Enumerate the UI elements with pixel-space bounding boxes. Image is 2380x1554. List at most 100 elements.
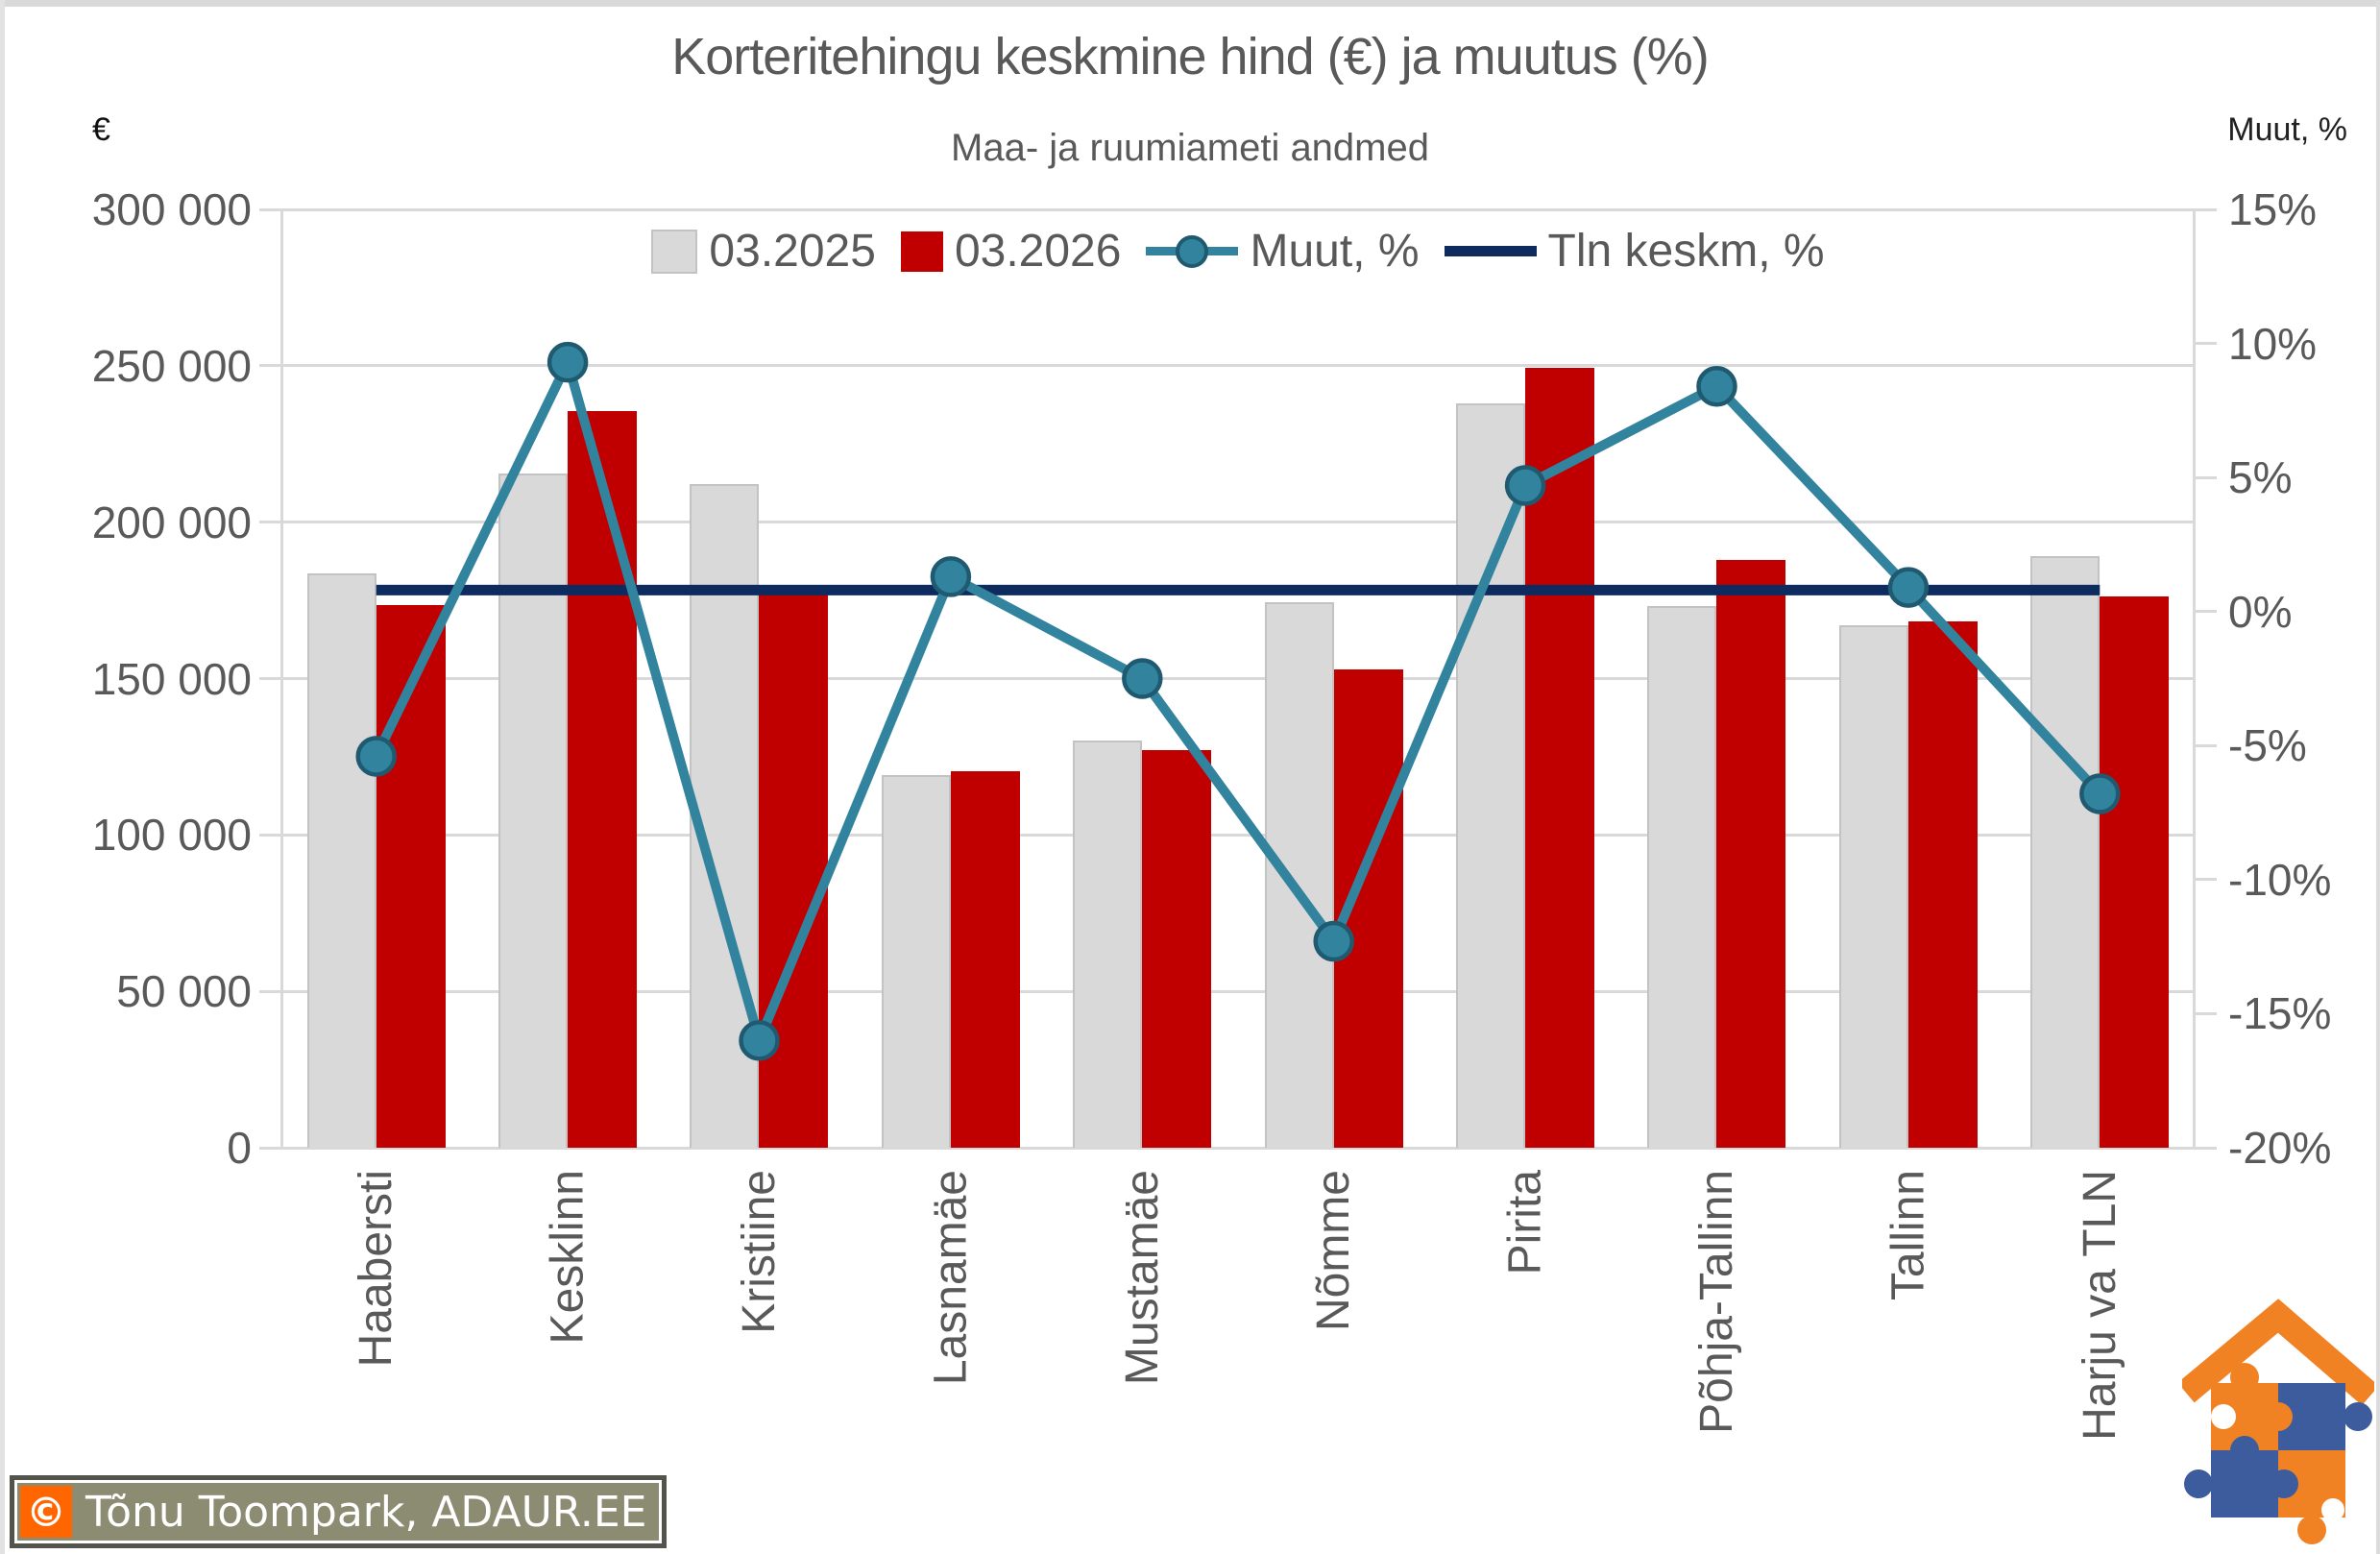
legend-circle-marker-icon bbox=[1176, 234, 1209, 268]
muut-marker-Mustamäe bbox=[1122, 658, 1163, 699]
chart-title: Korteritehingu keskmine hind (€) ja muut… bbox=[671, 28, 1709, 85]
bar-03.2025-Harju va TLN bbox=[2030, 556, 2101, 1148]
right-axis-tick-label: -10% bbox=[2228, 854, 2332, 905]
bar-03.2026-Mustamäe bbox=[1142, 750, 1212, 1148]
muut-marker-Lasnamäe bbox=[930, 556, 972, 597]
right-axis-line bbox=[2193, 209, 2196, 1148]
muut-marker-Kesklinn bbox=[546, 341, 589, 383]
line-series-layer bbox=[355, 341, 2121, 1061]
chart-subtitle: Maa- ja ruumiameti andmed bbox=[951, 127, 1429, 169]
legend: 03.2025 03.2026 Muut, % Tln keskm, % bbox=[280, 225, 2196, 278]
muut-marker-Nõmme bbox=[1313, 920, 1354, 962]
category-label-Kesklinn: Kesklinn bbox=[543, 1170, 594, 1344]
top-border bbox=[0, 0, 2380, 7]
left-axis-tick-label: 100 000 bbox=[91, 810, 252, 861]
category-label-Haabersti: Haabersti bbox=[351, 1170, 401, 1367]
left-axis-tick bbox=[259, 989, 280, 993]
category-label-Pirita: Pirita bbox=[1500, 1170, 1551, 1275]
bar-group-Põhja-Tallinn bbox=[1621, 209, 1812, 1148]
right-axis-tick-label: -5% bbox=[2228, 720, 2307, 771]
bar-group-Lasnamäe bbox=[855, 209, 1046, 1148]
left-axis-tick bbox=[259, 833, 280, 837]
right-axis-tick bbox=[2196, 1146, 2217, 1150]
legend-swatch-2025 bbox=[651, 229, 698, 274]
attribution-badge: © Tõnu Toompark, ADAUR.EE bbox=[10, 1475, 668, 1548]
bar-group-Nõmme bbox=[1238, 209, 1429, 1148]
left-axis-tick-label: 50 000 bbox=[116, 966, 252, 1017]
bar-03.2025-Lasnamäe bbox=[881, 775, 951, 1148]
bar-group-Harju va TLN bbox=[2004, 209, 2196, 1148]
left-axis-line bbox=[280, 209, 283, 1148]
plot-area bbox=[280, 207, 2196, 1150]
bar-03.2025-Mustamäe bbox=[1073, 740, 1143, 1148]
left-axis-tick-label: 200 000 bbox=[91, 497, 252, 547]
muut-line bbox=[371, 357, 2105, 1046]
category-label-Lasnamäe: Lasnamäe bbox=[925, 1170, 976, 1385]
attribution-text: Tõnu Toompark, ADAUR.EE bbox=[85, 1487, 647, 1537]
right-axis-tick-label: 10% bbox=[2228, 318, 2318, 369]
right-axis-tick-label: -20% bbox=[2228, 1123, 2332, 1173]
gridline bbox=[280, 677, 2196, 680]
right-axis-tick-label: -15% bbox=[2228, 988, 2332, 1039]
legend-label-2025: 03.2025 bbox=[709, 226, 876, 277]
right-axis-tick bbox=[2196, 610, 2217, 614]
legend-item-2025: 03.2025 bbox=[651, 225, 876, 278]
left-axis-tick bbox=[259, 364, 280, 368]
bar-group-Tallinn bbox=[1812, 209, 2004, 1148]
category-label-Põhja-Tallinn: Põhja-Tallinn bbox=[1691, 1170, 1742, 1434]
gridline bbox=[280, 207, 2196, 211]
bar-03.2026-Lasnamäe bbox=[950, 770, 1020, 1148]
bar-03.2025-Tallinn bbox=[1838, 625, 1908, 1148]
bar-03.2025-Põhja-Tallinn bbox=[1647, 605, 1717, 1148]
left-axis-tick bbox=[259, 521, 280, 524]
category-label-Harju va TLN: Harju va TLN bbox=[2075, 1170, 2125, 1441]
category-label-Nõmme: Nõmme bbox=[1308, 1170, 1359, 1331]
right-axis-tick bbox=[2196, 878, 2217, 882]
left-axis-tick bbox=[259, 1146, 280, 1150]
bar-03.2026-Harju va TLN bbox=[2100, 595, 2170, 1148]
bar-03.2026-Tallinn bbox=[1907, 620, 1978, 1148]
muut-marker-Põhja-Tallinn bbox=[1696, 365, 1737, 407]
bar-group-Mustamäe bbox=[1047, 209, 1238, 1148]
muut-marker-Pirita bbox=[1504, 465, 1546, 506]
gridline bbox=[280, 521, 2196, 524]
category-axis-labels: Haabersti Kesklinn Kristiine Lasnamäe Mustam… bbox=[351, 1170, 2125, 1441]
gridline bbox=[280, 833, 2196, 837]
gridline bbox=[280, 364, 2196, 368]
category-label-Kristiine: Kristiine bbox=[734, 1170, 785, 1334]
right-axis-tick-label: 15% bbox=[2228, 184, 2318, 234]
right-axis-tick-label: 5% bbox=[2228, 452, 2293, 503]
category-label-Tallinn: Tallinn bbox=[1882, 1170, 1933, 1300]
legend-label-2026: 03.2026 bbox=[954, 226, 1122, 277]
right-axis-tick bbox=[2196, 342, 2217, 346]
legend-line-marker-icon bbox=[1146, 234, 1239, 268]
right-axis-tick bbox=[2196, 743, 2217, 747]
left-axis-tick-label: 300 000 bbox=[91, 184, 252, 234]
left-axis-tick-label: 250 000 bbox=[91, 340, 252, 391]
left-axis-tick-label: 150 000 bbox=[91, 653, 252, 704]
bar-03.2025-Nõmme bbox=[1264, 602, 1334, 1148]
muut-marker-Tallinn bbox=[1887, 567, 1930, 608]
left-border bbox=[0, 0, 5, 1554]
bar-03.2025-Pirita bbox=[1456, 402, 1526, 1148]
muut-marker-Kristiine bbox=[739, 1020, 780, 1061]
legend-label-tln-keskm: Tln keskm, % bbox=[1547, 226, 1825, 277]
muut-marker-Haabersti bbox=[355, 736, 397, 777]
gridline bbox=[280, 1146, 2196, 1150]
right-axis-tick-label: 0% bbox=[2228, 586, 2293, 637]
right-axis-unit-label: Muut, % bbox=[2227, 111, 2347, 148]
right-axis-tick bbox=[2196, 207, 2217, 211]
bar-group-Haabersti bbox=[280, 209, 472, 1148]
right-border bbox=[2376, 0, 2380, 1554]
right-axis-tick bbox=[2196, 1011, 2217, 1015]
copyright-icon: © bbox=[20, 1486, 72, 1538]
legend-label-muut: Muut, % bbox=[1250, 226, 1420, 277]
left-axis-tick bbox=[259, 677, 280, 680]
gridline bbox=[280, 989, 2196, 993]
right-axis-tick bbox=[2196, 475, 2217, 479]
bars-layer bbox=[280, 209, 2196, 1148]
legend-item-2026: 03.2026 bbox=[900, 225, 1122, 278]
muut-marker-Harju va TLN bbox=[2079, 773, 2121, 814]
legend-swatch-2026 bbox=[900, 231, 943, 272]
